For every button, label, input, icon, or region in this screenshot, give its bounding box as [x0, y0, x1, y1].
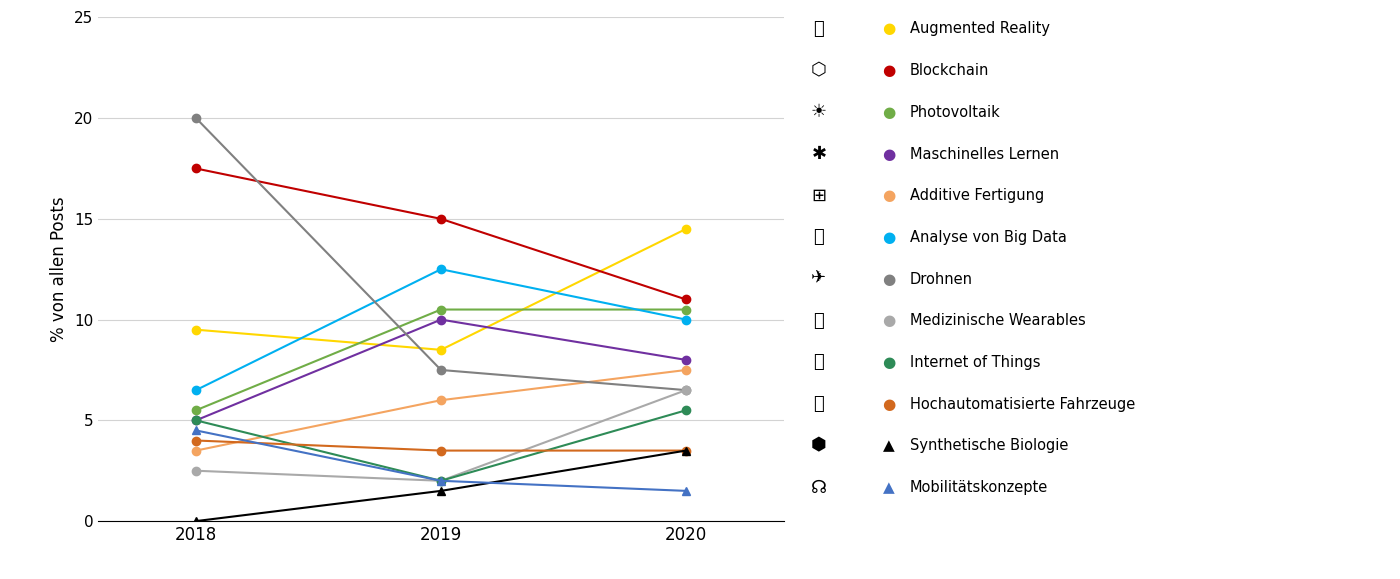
Y-axis label: % von allen Posts: % von allen Posts	[50, 196, 69, 342]
Text: ●: ●	[882, 355, 896, 370]
Text: Mobilitätskonzepte: Mobilitätskonzepte	[910, 480, 1049, 495]
Text: ▲: ▲	[883, 438, 895, 453]
Text: Augmented Reality: Augmented Reality	[910, 21, 1050, 36]
Text: Synthetische Biologie: Synthetische Biologie	[910, 438, 1068, 453]
Text: ⊞: ⊞	[812, 186, 826, 205]
Text: Analyse von Big Data: Analyse von Big Data	[910, 230, 1067, 245]
Text: ✈: ✈	[812, 270, 826, 288]
Text: Maschinelles Lernen: Maschinelles Lernen	[910, 146, 1060, 162]
Text: Additive Fertigung: Additive Fertigung	[910, 188, 1044, 203]
Text: Drohnen: Drohnen	[910, 272, 973, 287]
Text: ☊: ☊	[811, 478, 827, 497]
Text: Photovoltaik: Photovoltaik	[910, 105, 1001, 120]
Text: ⬢: ⬢	[811, 437, 827, 455]
Text: ●: ●	[882, 272, 896, 287]
Text: ●: ●	[882, 105, 896, 120]
Text: ●: ●	[882, 21, 896, 36]
Text: ●: ●	[882, 397, 896, 412]
Text: ⎙: ⎙	[813, 20, 825, 38]
Text: ●: ●	[882, 63, 896, 78]
Text: ▲: ▲	[883, 480, 895, 495]
Text: ●: ●	[882, 230, 896, 245]
Text: ●: ●	[882, 146, 896, 162]
Text: ⬡: ⬡	[811, 61, 827, 80]
Text: ⯹: ⯹	[813, 228, 825, 247]
Text: ⯫: ⯫	[813, 395, 825, 413]
Text: ●: ●	[882, 313, 896, 328]
Text: Hochautomatisierte Fahrzeuge: Hochautomatisierte Fahrzeuge	[910, 397, 1135, 412]
Text: Medizinische Wearables: Medizinische Wearables	[910, 313, 1086, 328]
Text: ☀: ☀	[811, 103, 827, 122]
Text: ✱: ✱	[812, 145, 826, 163]
Text: ●: ●	[882, 188, 896, 203]
Text: ⭒: ⭒	[813, 353, 825, 372]
Text: Blockchain: Blockchain	[910, 63, 990, 78]
Text: Internet of Things: Internet of Things	[910, 355, 1040, 370]
Text: ➕: ➕	[813, 312, 825, 330]
